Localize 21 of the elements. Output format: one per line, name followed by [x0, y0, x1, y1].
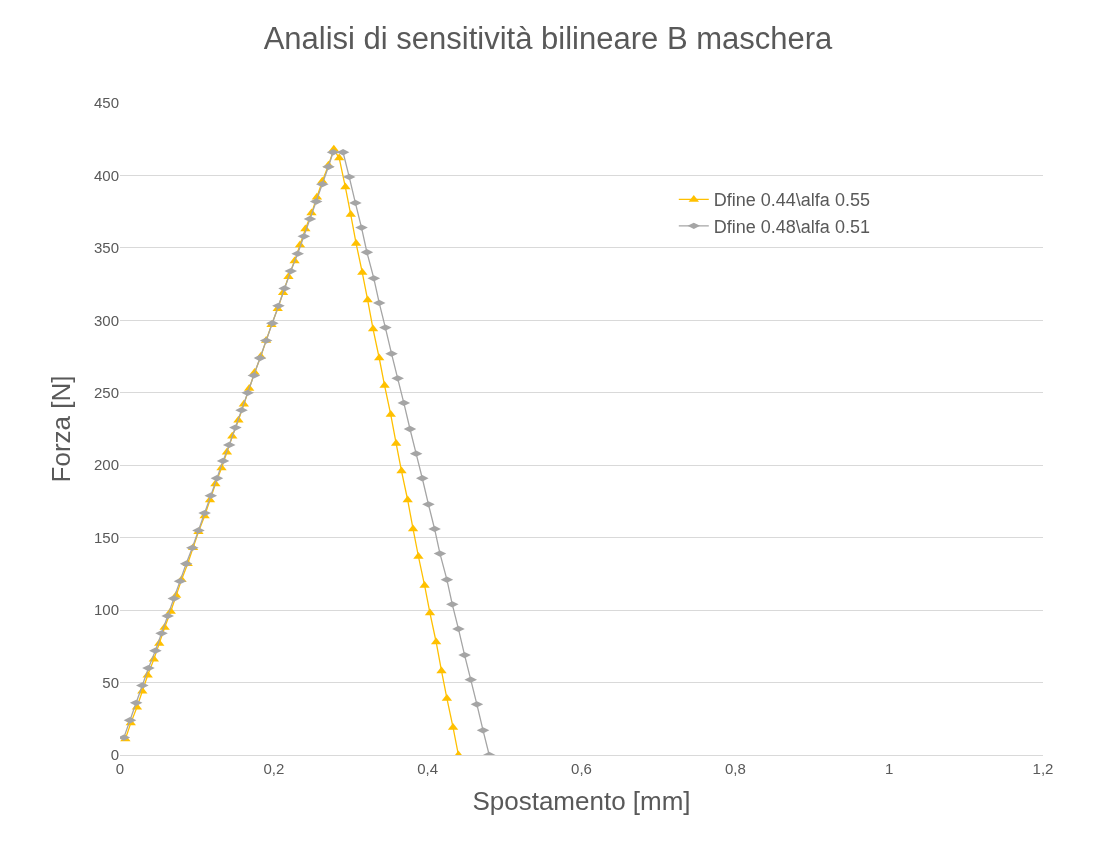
y-tick-label: 250: [93, 384, 119, 402]
y-tick-label: 350: [93, 239, 119, 257]
y-tick-label: 400: [93, 166, 119, 184]
y-tick-label: 200: [93, 456, 119, 474]
x-tick-label: 1,2: [1032, 760, 1054, 777]
legend-label: Dfine 0.44\alfa 0.55: [713, 190, 870, 211]
y-tick-label: 450: [93, 94, 119, 112]
y-tick-label: 150: [93, 528, 119, 546]
x-tick-label: 0,6: [571, 760, 592, 777]
x-tick-label: 0,2: [263, 760, 285, 777]
y-tick-label: 50: [102, 673, 119, 691]
y-tick-label: 300: [93, 311, 119, 329]
x-tick-label: 0,8: [724, 760, 746, 777]
legend-label: Dfine 0.48\alfa 0.51: [713, 216, 870, 237]
y-axis-title: Forza [N]: [46, 375, 77, 483]
x-axis-title: Spostamento [mm]: [472, 785, 691, 816]
x-tick-label: 1: [885, 760, 894, 777]
x-tick-label: 0,4: [417, 760, 439, 777]
y-tick-label: 100: [93, 601, 119, 619]
y-tick-label: 0: [110, 746, 119, 764]
chart-title: Analisi di sensitività bilineare B maschera: [263, 21, 834, 57]
